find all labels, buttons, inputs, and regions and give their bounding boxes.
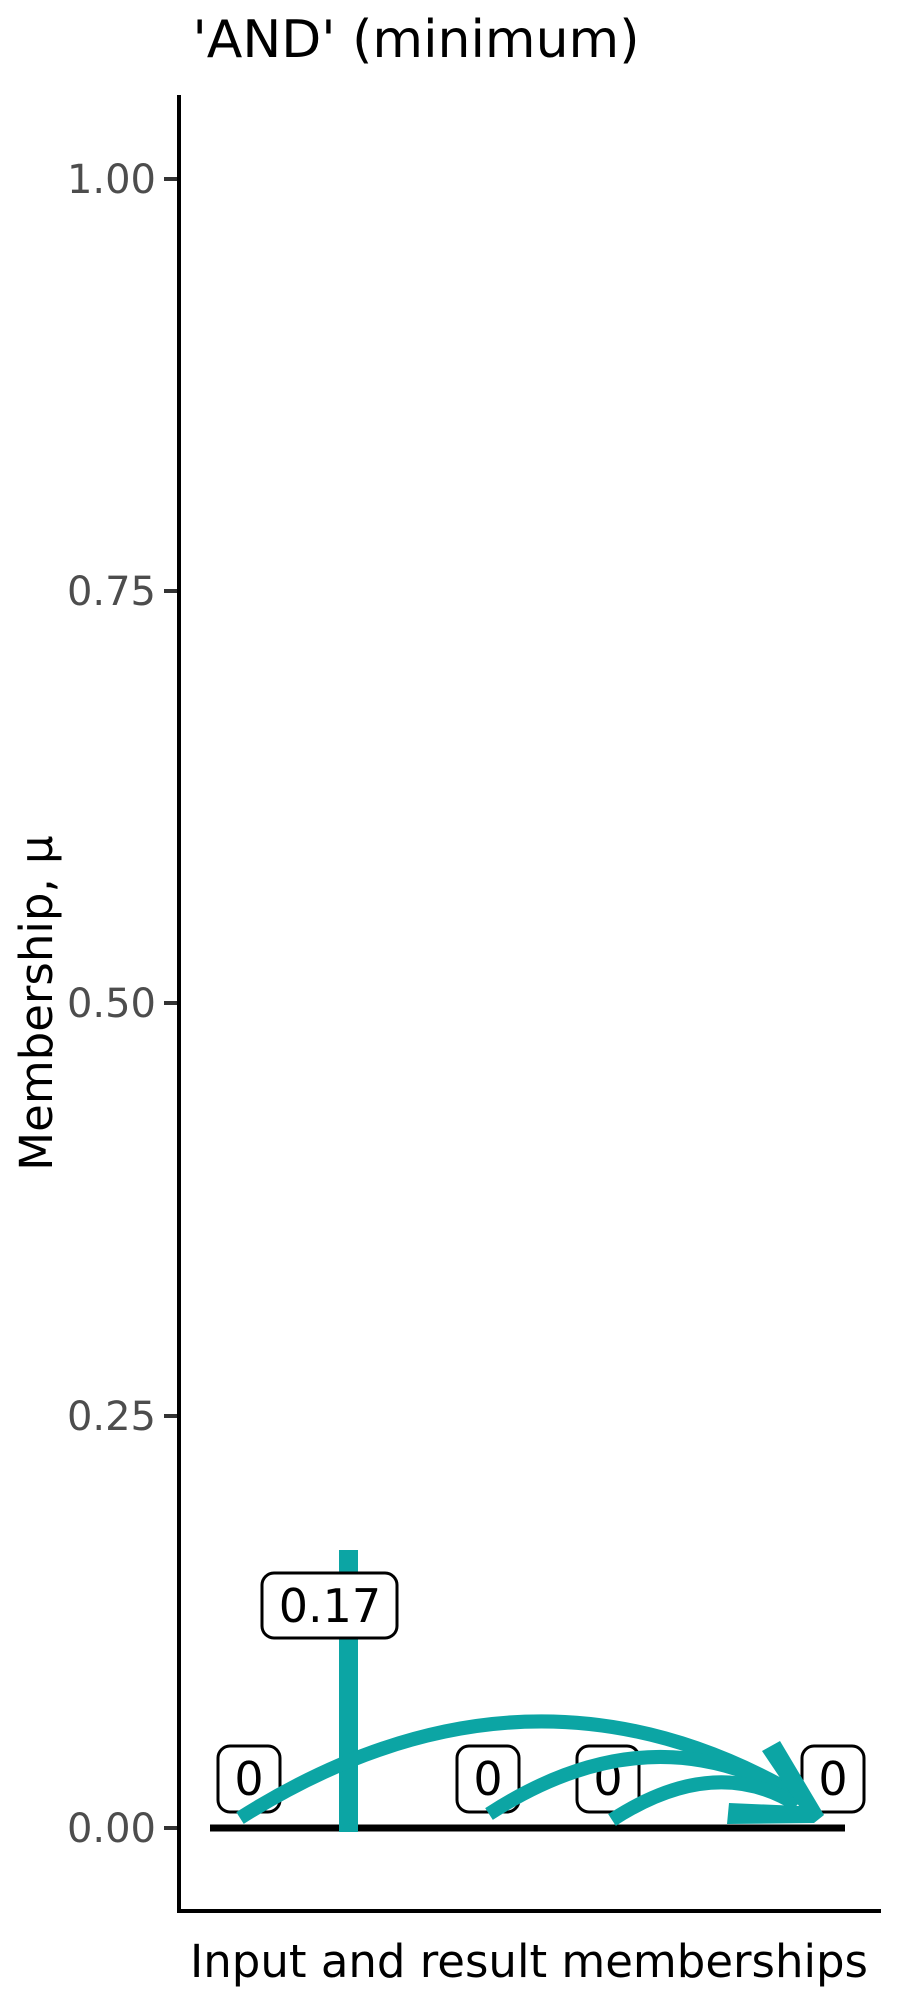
value-label-box: 0.17 [260,1571,399,1640]
y-tick: 0.00 [67,1806,177,1852]
min-arrows [236,1714,805,1826]
y-tick: 1.00 [67,157,177,203]
label-box-outline [260,1571,399,1640]
y-tick-label: 0.00 [67,1806,156,1852]
input-arc-arrow [608,1775,801,1826]
input-arc-arrow [485,1749,805,1820]
arrow-head [727,1741,824,1824]
y-tick: 0.25 [67,1394,177,1440]
value-labels: 0 0.17 0 0 0 [216,1571,866,1814]
value-label-box: 0 [455,1744,521,1814]
value-label-text: 0 [818,1752,847,1806]
y-axis: 1.00 0.75 0.50 0.25 0.00 Membership, μ [10,95,181,1913]
y-tick-label: 1.00 [67,157,156,203]
x-axis: Input and result memberships [177,1909,881,1988]
y-tick-label: 0.50 [67,981,156,1027]
y-tick: 0.75 [67,569,177,615]
value-label-text: 0 [473,1752,502,1806]
y-axis-title: Membership, μ [10,835,63,1170]
x-axis-title: Input and result memberships [190,1935,868,1988]
value-label-box: 0 [800,1744,866,1814]
y-tick: 0.50 [67,981,177,1027]
value-label-text: 0 [234,1752,263,1806]
y-tick-label: 0.75 [67,569,156,615]
plot-title: 'AND' (minimum) [193,10,640,70]
y-tick-label: 0.25 [67,1394,156,1440]
value-label-text: 0.17 [279,1579,381,1633]
